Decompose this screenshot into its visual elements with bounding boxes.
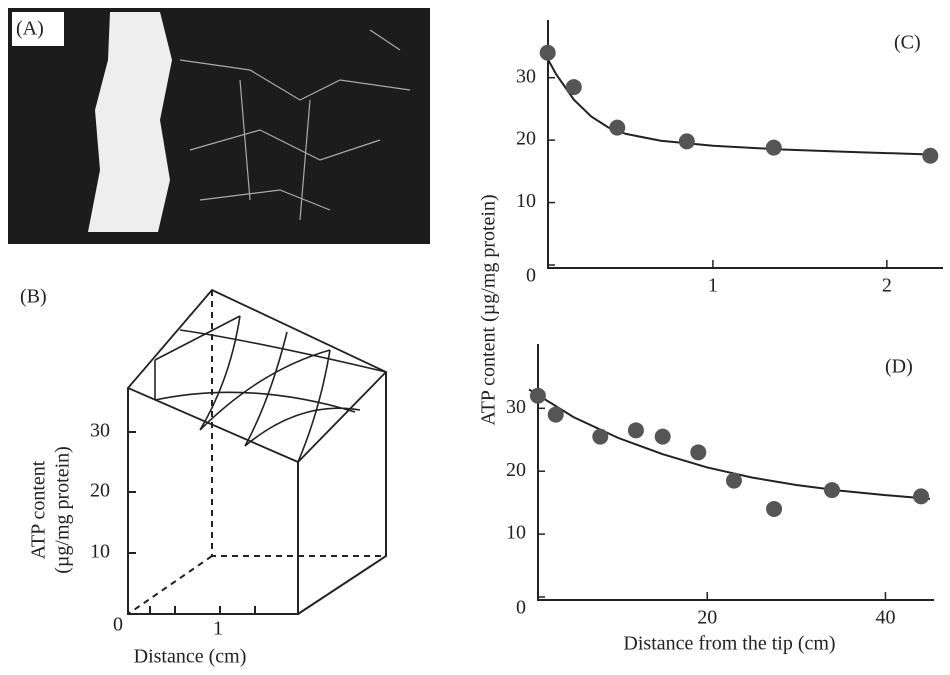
point (690, 444, 707, 461)
y-tick-label: 30 (90, 420, 110, 442)
x-tick-label: 0 (113, 614, 123, 636)
y-tick-label: 0 (526, 265, 536, 287)
fit-line (546, 58, 931, 156)
point (565, 79, 582, 96)
y-tick-label: 30 (506, 396, 526, 418)
y-tick-label: 20 (90, 480, 110, 502)
point (654, 428, 671, 445)
point (627, 422, 644, 439)
x-tick-label: 1 (708, 275, 718, 297)
x-tick-label: 20 (697, 607, 717, 629)
panel-label: (D) (885, 356, 913, 378)
y-axis-label: ATP content (µg/mg protein) (478, 194, 500, 425)
y-tick-label: 30 (516, 65, 536, 87)
box (126, 288, 388, 615)
point (913, 488, 930, 505)
panel-label: (C) (894, 32, 921, 54)
x-axis-label: Distance (cm) (134, 646, 247, 668)
point (539, 44, 556, 61)
axes (547, 20, 943, 269)
vessels (179, 29, 411, 221)
point (922, 147, 939, 164)
x-tick-label: 2 (882, 275, 892, 297)
x-tick-label: 1 (213, 618, 223, 640)
panel-label: (A) (16, 18, 44, 40)
tip-region (88, 12, 172, 232)
fit-line (528, 388, 931, 500)
x-axis-label: Distance from the tip (cm) (623, 633, 835, 655)
point (678, 133, 695, 150)
point (529, 387, 546, 404)
y-tick-label: 20 (506, 459, 526, 481)
panel-label: (B) (20, 286, 47, 308)
y-tick-label: 20 (516, 128, 536, 150)
point (609, 119, 626, 136)
y-tick-label: 10 (506, 522, 526, 544)
label-box (12, 12, 64, 46)
point (765, 139, 782, 156)
axes (537, 344, 934, 601)
point (766, 500, 783, 517)
y-axis-label: ATP content (28, 460, 50, 559)
x-tick-label: 40 (875, 607, 895, 629)
point (592, 428, 609, 445)
y-tick-label: 10 (516, 190, 536, 212)
y-tick-label: 10 (90, 541, 110, 563)
point (547, 406, 564, 423)
point (823, 482, 840, 499)
point (725, 472, 742, 489)
y-tick-label: 0 (516, 597, 526, 619)
y-axis-label: (µg/mg protein) (52, 446, 74, 574)
micrograph (8, 8, 430, 244)
